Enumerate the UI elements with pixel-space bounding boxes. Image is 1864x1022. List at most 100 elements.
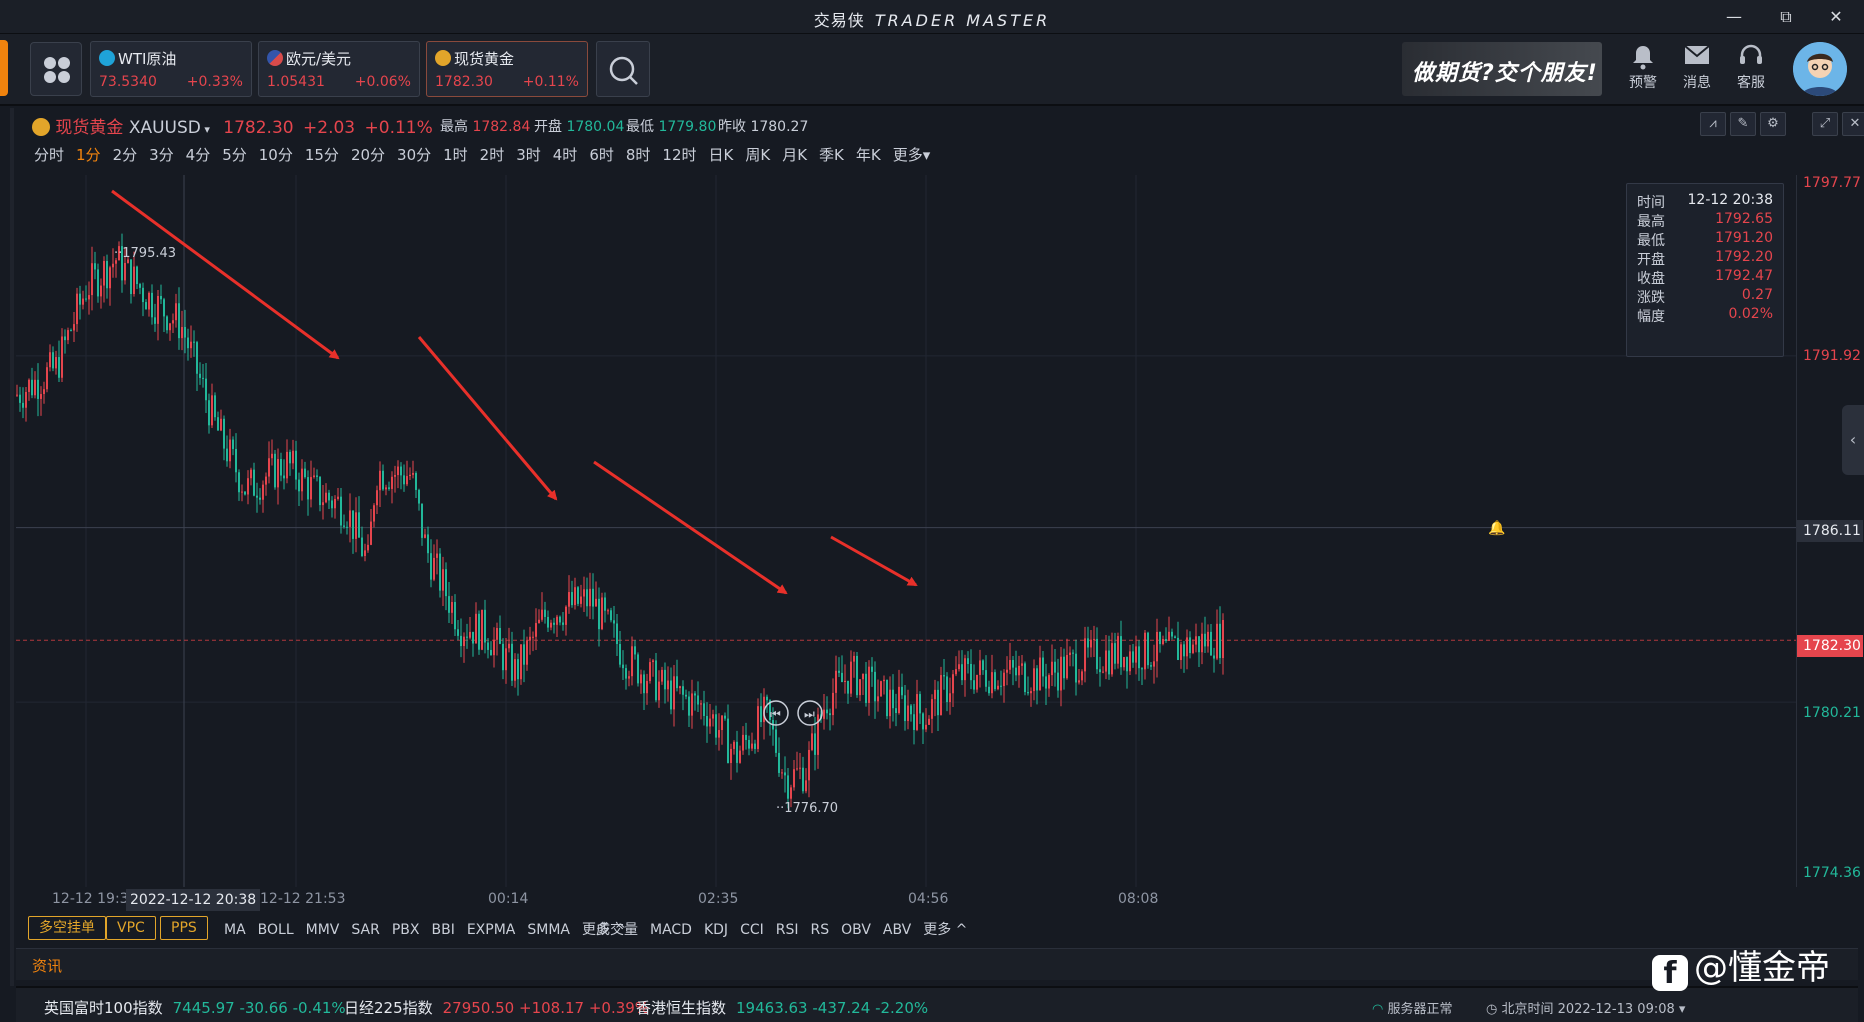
candle-body xyxy=(460,635,462,647)
candle-body xyxy=(841,672,843,682)
period-tab[interactable]: 日K xyxy=(708,146,734,164)
candle-body xyxy=(439,553,441,591)
indicator-cci[interactable]: CCI xyxy=(740,922,764,938)
long-short-orders-button[interactable]: 多空挂单 xyxy=(28,916,106,940)
bell-icon xyxy=(1618,44,1668,72)
support-button[interactable]: 客服 xyxy=(1726,44,1776,92)
prev-bar-button[interactable] xyxy=(763,700,789,726)
close-button[interactable]: ✕ xyxy=(1829,7,1843,26)
close-chart-button[interactable]: ✕ xyxy=(1842,112,1864,136)
candle-body xyxy=(139,284,141,288)
period-tab[interactable]: 2分 xyxy=(112,146,138,164)
period-tab[interactable]: 3时 xyxy=(516,146,541,164)
candle-body xyxy=(769,700,771,721)
symbol-title[interactable]: 现货黄金 XAUUSD ▾ 1782.30 +2.03 +0.11% xyxy=(32,113,433,138)
alert-button[interactable]: 预警 xyxy=(1618,44,1668,92)
indicator-ma[interactable]: MA xyxy=(224,922,246,938)
quote-card-gold[interactable]: 现货黄金 1782.30 +0.11% xyxy=(426,41,588,97)
candle-body xyxy=(871,666,873,672)
period-tab[interactable]: 2时 xyxy=(479,146,505,164)
indicator-expma[interactable]: EXPMA xyxy=(466,922,516,938)
period-tab[interactable]: 分时 xyxy=(34,146,65,164)
candle-body xyxy=(373,505,375,522)
next-bar-button[interactable] xyxy=(797,700,823,726)
messages-button[interactable]: 消息 xyxy=(1672,44,1722,92)
search-button[interactable] xyxy=(596,41,650,97)
indicator-[interactable]: 成交量 xyxy=(596,922,638,938)
indicator-mmv[interactable]: MMV xyxy=(305,922,340,938)
indicator-bbi[interactable]: BBI xyxy=(431,922,455,938)
quote-card-eurusd[interactable]: 欧元/美元 1.05431 +0.06% xyxy=(258,41,420,97)
high-marker: ··1795.43 xyxy=(114,246,176,261)
tooltip-value: 1792.65 xyxy=(1715,211,1773,227)
candle-body xyxy=(289,451,291,464)
period-tab[interactable]: 1时 xyxy=(443,146,468,164)
minimize-button[interactable]: — xyxy=(1726,7,1742,26)
period-tab[interactable]: 15分 xyxy=(304,146,339,164)
indicator-sar[interactable]: SAR xyxy=(351,922,380,938)
user-avatar[interactable] xyxy=(1793,42,1847,96)
side-panel-toggle[interactable]: ‹ xyxy=(1842,405,1864,475)
candle-body xyxy=(886,679,888,717)
period-tab[interactable]: 4时 xyxy=(552,146,578,164)
draw-tool-button[interactable]: ✎ xyxy=(1730,112,1756,136)
candle-body xyxy=(748,739,750,749)
indicator-macd[interactable]: MACD xyxy=(650,922,692,938)
apps-button[interactable] xyxy=(30,42,82,96)
flag-icon xyxy=(267,50,283,66)
period-tab[interactable]: 6时 xyxy=(589,146,614,164)
candle-body xyxy=(259,497,261,500)
indicator-obv[interactable]: OBV xyxy=(841,922,871,938)
indicator-rsi[interactable]: RSI xyxy=(775,922,799,938)
period-tab[interactable]: 周K xyxy=(745,146,771,164)
period-tab[interactable]: 4分 xyxy=(185,146,211,164)
candle-body xyxy=(844,680,846,682)
vpc-button[interactable]: VPC xyxy=(106,916,156,940)
news-bar[interactable]: 资讯 xyxy=(16,948,1858,980)
indicator-smma[interactable]: SMMA xyxy=(527,922,570,938)
indicator-pbx[interactable]: PBX xyxy=(391,922,420,938)
candle-body xyxy=(160,295,162,300)
period-tab[interactable]: 更多▾ xyxy=(892,146,931,164)
candlestick-chart[interactable]: ··1795.43 ··1776.70 ⏮ ⏭ 🔔 xyxy=(16,175,1796,887)
indicator-abv[interactable]: ABV xyxy=(882,922,912,938)
promo-banner[interactable]: 做期货?交个朋友! xyxy=(1402,42,1602,96)
period-tab[interactable]: 8时 xyxy=(625,146,651,164)
index-ticker-hsi[interactable]: 香港恒生指数 19463.63 -437.24 -2.20% xyxy=(636,999,929,1017)
candle-body xyxy=(352,510,354,539)
sidebar-toggle[interactable] xyxy=(0,40,8,96)
period-tab[interactable]: 12时 xyxy=(662,146,697,164)
candle-body xyxy=(790,787,792,799)
indicator-[interactable]: 更多 ^ xyxy=(582,922,627,938)
index-ticker-nikkei[interactable]: 日经225指数 27950.50 +108.17 +0.39% xyxy=(344,999,650,1017)
period-tab[interactable]: 季K xyxy=(819,146,844,164)
candle-body xyxy=(130,259,132,295)
pps-button[interactable]: PPS xyxy=(160,916,208,940)
period-tab[interactable]: 10分 xyxy=(258,146,293,164)
indicator-rs[interactable]: RS xyxy=(810,922,830,938)
indicator-[interactable]: 更多 ^ xyxy=(923,922,968,938)
news-label[interactable]: 资讯 xyxy=(32,957,63,975)
candle-body xyxy=(52,352,54,369)
period-tab[interactable]: 1分 xyxy=(76,146,101,164)
period-tab[interactable]: 年K xyxy=(855,146,881,164)
period-tab[interactable]: 20分 xyxy=(350,146,386,164)
candle-body xyxy=(133,266,135,295)
indicator-boll[interactable]: BOLL xyxy=(257,922,294,938)
period-tab[interactable]: 5分 xyxy=(222,146,247,164)
restore-button[interactable]: ⧉ xyxy=(1780,7,1792,26)
quote-card-wti[interactable]: WTI原油 73.5340 +0.33% xyxy=(90,41,252,97)
price-alert-icon[interactable]: 🔔 xyxy=(1488,520,1505,537)
candle-body xyxy=(394,475,396,477)
period-tab[interactable]: 30分 xyxy=(397,146,432,164)
candle-body xyxy=(466,636,468,638)
price-axis[interactable]: 1797.77 1791.92 1786.11 1782.30 1780.21 … xyxy=(1796,175,1864,887)
index-ticker-ftse[interactable]: 英国富时100指数 7445.97 -30.66 -0.41% xyxy=(44,999,346,1017)
period-tab[interactable]: 月K xyxy=(782,146,808,164)
expand-button[interactable]: ⤢ xyxy=(1812,112,1838,136)
period-tab[interactable]: 3分 xyxy=(149,146,174,164)
indicator-kdj[interactable]: KDJ xyxy=(703,922,729,938)
settings-button[interactable]: ⚙ xyxy=(1760,112,1786,136)
chart-type-button[interactable]: ⩘ xyxy=(1700,112,1726,136)
beijing-clock[interactable]: ◷ 北京时间 2022-12-13 09:08 ▾ xyxy=(1486,1002,1686,1017)
